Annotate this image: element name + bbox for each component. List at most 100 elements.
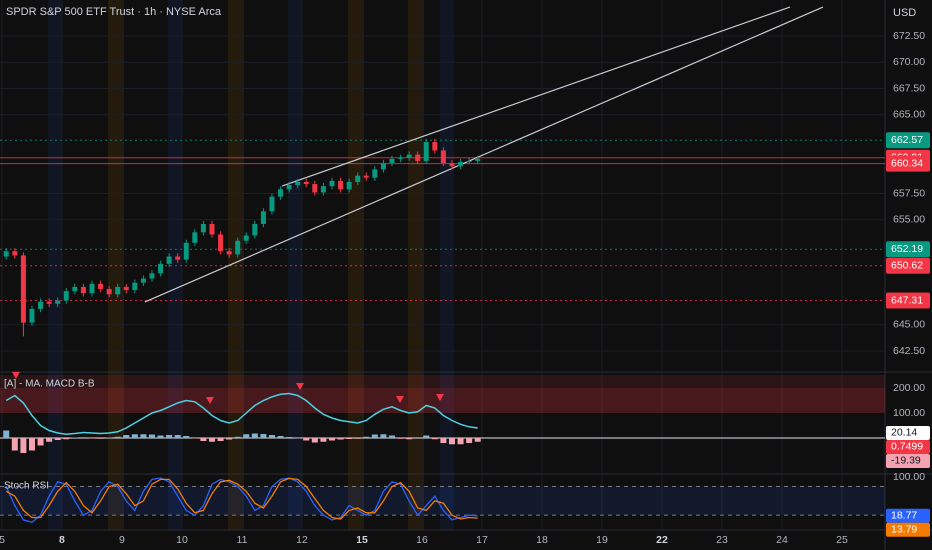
price-badge xyxy=(886,257,930,274)
candle-body xyxy=(12,251,18,256)
candle-body xyxy=(115,286,121,295)
x-tick-label: 5 xyxy=(0,534,5,546)
value-badge-label: -19.39 xyxy=(891,455,921,467)
candle-body xyxy=(183,242,189,260)
stoch-line xyxy=(5,477,478,520)
stoch-band-fill xyxy=(0,486,885,516)
trendline xyxy=(281,6,791,187)
macd-line xyxy=(5,392,478,436)
x-tick-label: 16 xyxy=(416,534,428,546)
macd-title: [A] - MA. MACD B-B xyxy=(4,379,95,390)
histogram-bar xyxy=(431,438,438,440)
candle-body xyxy=(432,142,438,151)
y-tick-label: 667.50 xyxy=(893,82,925,94)
candle-body xyxy=(80,286,86,294)
candle-body xyxy=(200,223,206,233)
histogram-bar xyxy=(397,438,404,439)
histogram-bar xyxy=(11,438,18,451)
histogram-bar xyxy=(277,436,284,438)
histogram-bar xyxy=(226,438,233,440)
histogram-bar xyxy=(148,434,155,438)
histogram-bar xyxy=(328,438,335,441)
histogram-bar xyxy=(320,438,327,442)
candle-body xyxy=(140,278,146,283)
chart-title: SPDR S&P 500 ETF Trust · 1h · NYSE Arca xyxy=(6,6,222,18)
price-badge-label: 652.19 xyxy=(891,243,923,255)
value-badge-label: 0.7499 xyxy=(891,441,923,453)
candle-body xyxy=(423,142,429,161)
y-tick-label: 642.50 xyxy=(893,345,925,357)
x-tick-label: 12 xyxy=(296,534,308,546)
histogram-bar xyxy=(123,435,130,438)
price-badge-label: 660.34 xyxy=(891,157,923,169)
session-band xyxy=(348,0,364,530)
histogram-bar xyxy=(337,438,344,440)
price-badge-label: 650.62 xyxy=(891,260,923,272)
histogram-bar xyxy=(414,437,421,438)
candle-body xyxy=(269,196,275,212)
histogram-bar xyxy=(97,438,104,439)
session-band xyxy=(48,0,62,530)
value-badge xyxy=(886,453,930,468)
candle-body xyxy=(20,255,26,323)
candle-body xyxy=(338,180,344,190)
histogram-bar xyxy=(131,434,138,438)
value-badge xyxy=(886,508,930,523)
candle-body xyxy=(38,301,44,309)
y-tick-label: 670.00 xyxy=(893,56,925,68)
candle-body xyxy=(440,150,446,164)
histogram-bar xyxy=(268,435,275,438)
candle-body xyxy=(29,308,35,323)
session-band xyxy=(168,0,182,530)
candle-body xyxy=(63,291,69,301)
candle-body xyxy=(415,154,421,161)
histogram-bar xyxy=(106,437,113,438)
histogram-bar xyxy=(371,434,378,438)
histogram-bar xyxy=(54,438,61,440)
y-tick-label: 100.00 xyxy=(893,471,925,483)
candle-body xyxy=(55,300,61,304)
candle-body xyxy=(243,235,249,241)
candle-body xyxy=(346,181,352,190)
x-tick-label: 11 xyxy=(237,534,248,546)
histogram-bar xyxy=(200,438,207,441)
histogram-bar xyxy=(466,438,473,443)
histogram-bar xyxy=(448,438,455,445)
candle-body xyxy=(406,154,412,158)
histogram-bar xyxy=(474,438,481,442)
x-tick-label: 19 xyxy=(596,534,608,546)
histogram-bar xyxy=(63,438,70,440)
value-badge-label: 18.77 xyxy=(891,510,917,522)
session-band xyxy=(408,0,424,530)
histogram-bar xyxy=(423,435,430,438)
x-tick-label: 9 xyxy=(119,534,125,546)
y-tick-label: 672.50 xyxy=(893,30,925,42)
histogram-bar xyxy=(20,438,27,453)
histogram-bar xyxy=(191,438,198,439)
value-badge-label: 13.79 xyxy=(891,524,917,536)
y-tick-label: 200.00 xyxy=(893,382,925,394)
x-tick-label: 8 xyxy=(59,534,65,546)
price-badge xyxy=(886,241,930,258)
candle-body xyxy=(372,169,378,178)
y-tick-label: 657.50 xyxy=(893,187,925,199)
session-band xyxy=(440,0,454,530)
histogram-bar xyxy=(346,438,353,439)
candle-body xyxy=(252,223,258,236)
histogram-bar xyxy=(80,437,87,438)
value-badge xyxy=(886,522,930,537)
x-tick-label: 24 xyxy=(776,534,788,546)
histogram-bar xyxy=(286,437,293,438)
histogram-bar xyxy=(88,438,95,439)
candle-body xyxy=(295,181,301,186)
histogram-bar xyxy=(457,438,464,445)
candle-body xyxy=(46,301,52,304)
candle-body xyxy=(312,184,318,193)
histogram-bar xyxy=(406,438,413,440)
candle-body xyxy=(89,283,95,294)
x-tick-label: 15 xyxy=(356,534,368,546)
price-badge-label: 647.31 xyxy=(891,294,923,306)
session-band xyxy=(228,0,244,530)
